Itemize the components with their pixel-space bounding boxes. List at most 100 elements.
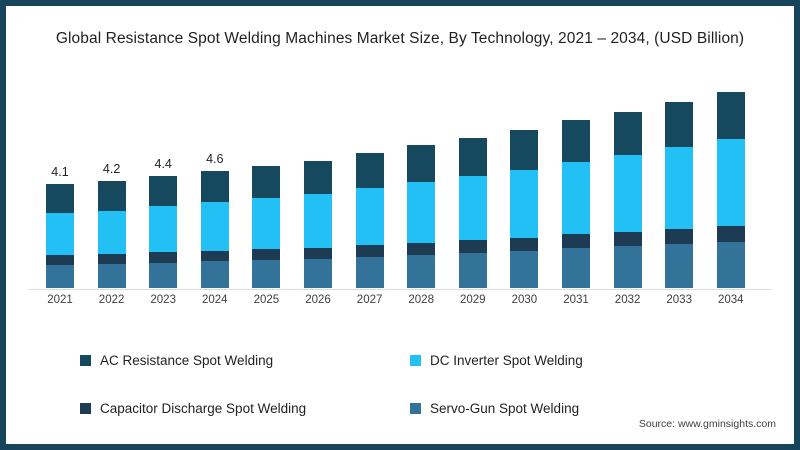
legend-label: Capacitor Discharge Spot Welding [100, 400, 307, 416]
bar-segment[interactable] [304, 247, 332, 259]
legend-item[interactable]: AC Resistance Spot Welding [80, 336, 410, 384]
bar-segment[interactable] [613, 155, 642, 232]
bar-segment[interactable] [562, 119, 590, 162]
x-axis-tick-label: 2026 [305, 294, 331, 306]
x-axis-tick-label: 2021 [47, 294, 73, 306]
bar-segment[interactable] [562, 161, 590, 235]
bar-segment[interactable] [97, 180, 126, 211]
bar-segment[interactable] [304, 194, 332, 248]
x-axis-tick-label: 2025 [253, 294, 280, 306]
bar-group[interactable] [355, 152, 384, 288]
bar-segment[interactable] [613, 246, 642, 288]
bar-segment[interactable] [510, 250, 539, 288]
bar-group[interactable] [613, 112, 642, 288]
bar-value-label: 4.4 [154, 156, 172, 171]
bar-segment[interactable] [304, 258, 332, 288]
bar-group[interactable] [407, 145, 436, 288]
bar-segment[interactable] [200, 261, 229, 288]
x-axis-tick-label: 2029 [460, 294, 486, 306]
bar-segment[interactable] [562, 248, 590, 288]
legend-swatch-icon [410, 402, 421, 414]
bar-segment[interactable] [200, 250, 229, 262]
bar-segment[interactable] [407, 181, 436, 243]
bar-segment[interactable] [665, 244, 694, 288]
x-axis-tick-label: 2030 [511, 294, 538, 306]
bar-group[interactable] [252, 165, 281, 288]
bar-segment[interactable] [665, 101, 694, 148]
bar-value-label: 4.1 [51, 164, 69, 179]
bar-segment[interactable] [46, 212, 74, 255]
bar-segment[interactable] [510, 169, 539, 238]
legend-item[interactable]: Capacitor Discharge Spot Welding [80, 384, 410, 432]
bar-segment[interactable] [613, 231, 642, 247]
bar-segment[interactable] [200, 170, 229, 203]
bar-segment[interactable] [510, 237, 539, 251]
bar-group[interactable] [304, 160, 332, 288]
bar-segment[interactable] [716, 241, 745, 288]
legend-swatch-icon [410, 354, 421, 366]
x-axis-tick-label: 2027 [356, 294, 383, 306]
bar-segment[interactable] [46, 183, 74, 213]
bar-group[interactable]: 4.1 [46, 165, 74, 288]
bar-segment[interactable] [407, 254, 436, 288]
bar-segment[interactable] [458, 175, 487, 241]
bar-segment[interactable] [46, 254, 74, 266]
x-axis-tick-label: 2023 [150, 294, 176, 306]
bar-segment[interactable] [716, 139, 745, 226]
x-axis-tick-label: 2031 [563, 294, 589, 306]
bar-segment[interactable] [562, 234, 590, 249]
bar-segment[interactable] [407, 242, 436, 255]
x-axis-tick-label: 2022 [98, 294, 125, 306]
bar-segment[interactable] [252, 165, 281, 199]
bar-segment[interactable] [149, 262, 178, 288]
bar-segment[interactable] [149, 175, 178, 207]
x-axis-tick-label: 2033 [666, 294, 692, 306]
bar-segment[interactable] [149, 252, 178, 263]
bar-segment[interactable] [304, 160, 332, 195]
bar-segment[interactable] [252, 260, 281, 288]
bar-segment[interactable] [355, 188, 384, 246]
bar-segment[interactable] [97, 264, 126, 288]
bar-segment[interactable] [407, 145, 436, 182]
bar-segment[interactable] [665, 147, 694, 229]
bar-value-label: 4.6 [206, 151, 224, 166]
bar-group[interactable]: 4.2 [97, 162, 126, 288]
bar-segment[interactable] [97, 210, 126, 254]
bar-segment[interactable] [355, 256, 384, 288]
bar-group[interactable] [716, 91, 745, 288]
chart-legend: AC Resistance Spot Welding DC Inverter Sp… [80, 336, 740, 432]
bar-segment[interactable] [200, 202, 229, 251]
bar-group[interactable] [458, 137, 487, 288]
bar-segment[interactable] [46, 265, 74, 288]
legend-label: AC Resistance Spot Welding [100, 352, 274, 368]
bar-segment[interactable] [149, 206, 178, 253]
bar-segment[interactable] [458, 240, 487, 253]
bar-segment[interactable] [665, 228, 694, 245]
bar-segment[interactable] [458, 252, 487, 288]
bar-segment[interactable] [510, 129, 539, 170]
bar-segment[interactable] [716, 91, 745, 140]
legend-item[interactable]: DC Inverter Spot Welding [410, 336, 740, 384]
bar-group[interactable]: 4.4 [149, 157, 178, 288]
bar-segment[interactable] [355, 245, 384, 257]
bar-segment[interactable] [355, 152, 384, 189]
bar-group[interactable] [665, 101, 694, 288]
x-axis-tick-label: 2028 [408, 294, 434, 306]
bar-segment[interactable] [97, 253, 126, 265]
legend-swatch-icon [80, 354, 91, 366]
x-axis-tick-label: 2034 [718, 294, 744, 306]
bar-segment[interactable] [458, 137, 487, 176]
bar-group[interactable] [562, 119, 590, 288]
bar-group[interactable] [510, 129, 539, 288]
bar-group[interactable]: 4.6 [200, 152, 229, 288]
legend-item[interactable]: Servo-Gun Spot Welding [410, 384, 740, 432]
bar-segment[interactable] [613, 112, 642, 156]
source-attribution: Source: www.gminsights.com [638, 418, 776, 430]
bar-segment[interactable] [716, 225, 745, 242]
page-title: Global Resistance Spot Welding Machines … [55, 30, 745, 47]
bar-segment[interactable] [252, 198, 281, 250]
bar-segment[interactable] [252, 249, 281, 261]
chart-canvas: Global Resistance Spot Welding Machines … [6, 6, 794, 444]
x-axis-tick-labels: 2021 2022 2023 2024 2025 2026 2027 2028 2029 2030… [28, 294, 780, 314]
